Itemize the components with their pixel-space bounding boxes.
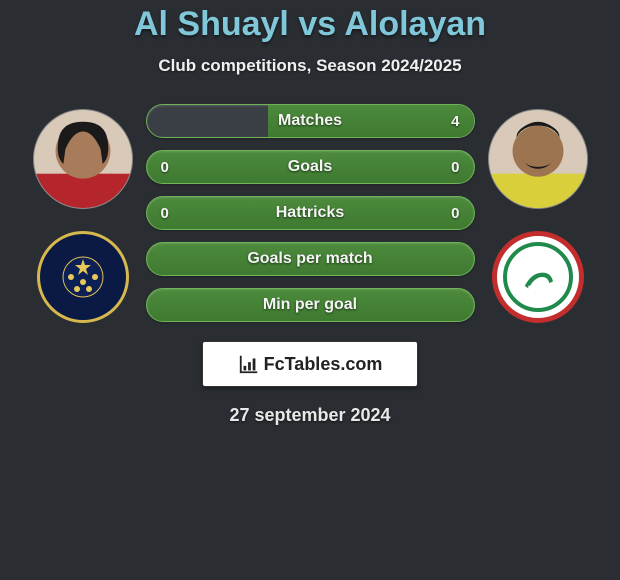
stat-label: Hattricks: [276, 204, 344, 222]
brand-badge: FcTables.com: [202, 341, 418, 387]
date-text: 27 september 2024: [229, 405, 390, 426]
stat-label: Goals per match: [247, 250, 372, 268]
subtitle: Club competitions, Season 2024/2025: [158, 56, 461, 76]
right-column: [483, 104, 593, 323]
brand-text: FcTables.com: [264, 354, 383, 375]
stat-bar-goals: 0 Goals 0: [146, 150, 475, 184]
chart-icon: [238, 353, 260, 375]
stat-right-value: 0: [451, 205, 459, 222]
stat-right-value: 4: [451, 113, 459, 130]
stat-left-value: 0: [161, 205, 169, 222]
stat-left-value: 0: [161, 159, 169, 176]
stats-column: Matches 4 0 Goals 0 0 Hattricks 0 Goals …: [138, 104, 483, 322]
stat-bar-min-per-goal: Min per goal: [146, 288, 475, 322]
comparison-row: Matches 4 0 Goals 0 0 Hattricks 0 Goals …: [0, 104, 620, 323]
stat-label: Matches: [278, 112, 342, 130]
club-right-ring: [503, 242, 573, 312]
club-right-badge: [492, 231, 584, 323]
stat-bar-hattricks: 0 Hattricks 0: [146, 196, 475, 230]
stat-label: Goals: [288, 158, 332, 176]
player-left-icon: [34, 110, 132, 208]
player-right-avatar: [488, 109, 588, 209]
left-column: [28, 104, 138, 323]
stat-right-value: 0: [451, 159, 459, 176]
stat-label: Min per goal: [263, 296, 357, 314]
stat-bar-matches: Matches 4: [146, 104, 475, 138]
player-right-icon: [489, 110, 587, 208]
page-title: Al Shuayl vs Alolayan: [134, 5, 486, 44]
club-left-icon: [43, 237, 123, 317]
player-left-avatar: [33, 109, 133, 209]
club-left-badge: [37, 231, 129, 323]
stat-bar-goals-per-match: Goals per match: [146, 242, 475, 276]
